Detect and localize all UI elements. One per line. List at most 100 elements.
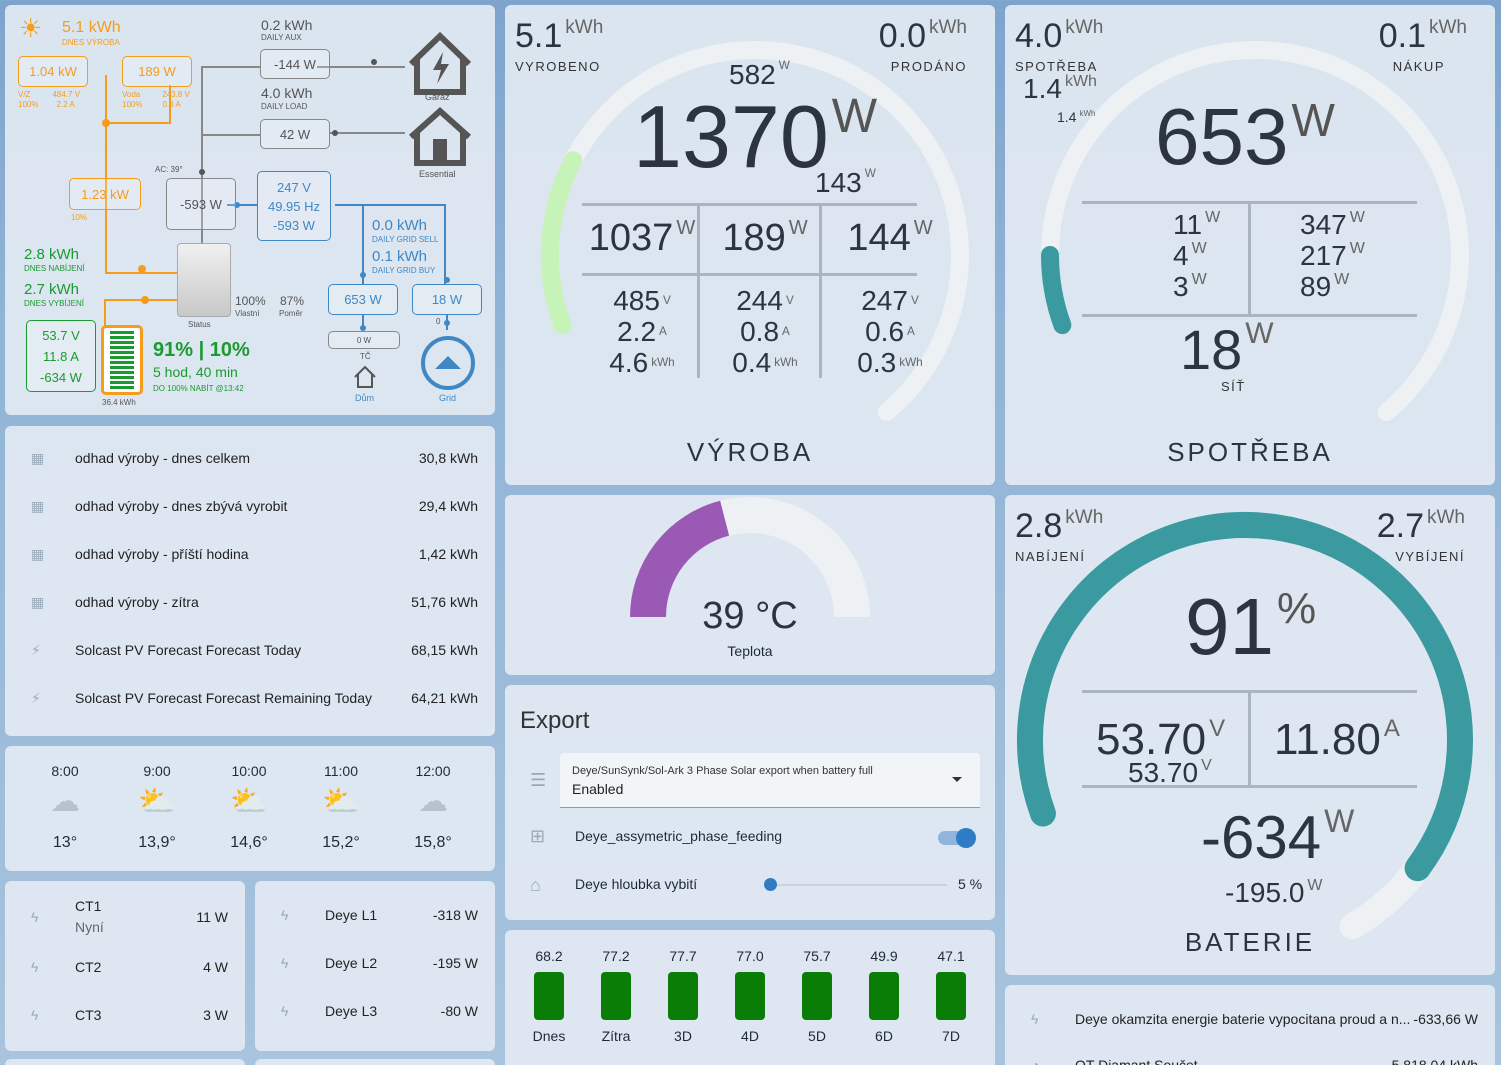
ct-card: ϟ CT1 Nyní 11 W ϟ CT2 4 W ϟ CT3 3 W [5, 881, 245, 1051]
pv1-pct: 100% [18, 100, 39, 109]
weather-time: 11:00 [324, 763, 358, 779]
battery-stats-box[interactable]: 53.7 V 11.8 A -634 W [26, 320, 96, 392]
ct1-value: 11 W [196, 909, 228, 925]
daily-forecast-bar[interactable] [802, 972, 832, 1020]
deye-row[interactable]: ϟ Deye L3 -80 W [255, 987, 495, 1035]
forecast-value: 51,76 kWh [411, 594, 478, 610]
spotreba-tertiary-unit: kWh [1079, 109, 1096, 118]
grid-info-box[interactable]: 247 V 49.95 Hz -593 W [257, 171, 331, 241]
pv2-box[interactable]: 189 W [122, 56, 192, 87]
spotreba-left-value: 4 [1173, 240, 1189, 271]
ct-row[interactable]: ϟ CT3 3 W [5, 991, 245, 1039]
discharge-label: DNES VYBÍJENÍ [24, 299, 85, 308]
status-label: Status [188, 320, 211, 329]
ac-temp: AC: 39° [155, 165, 183, 174]
deye-row[interactable]: ϟ Deye L2 -195 W [255, 939, 495, 987]
baterie-gauge-arc [1017, 512, 1473, 940]
daily-forecast-bar[interactable] [936, 972, 966, 1020]
vyroba-gauge-card[interactable]: 5.1 kWh VYROBENO 0.0 kWh PRODÁNO 582 W 1370… [505, 5, 995, 485]
forecast-row[interactable]: ▦ odhad výroby - dnes celkem 30,8 kWh [5, 434, 495, 482]
ct-row[interactable]: ϟ CT1 Nyní 11 W [5, 893, 245, 941]
vyroba-produced: 5.1 [515, 17, 563, 55]
heat-pump-box[interactable]: 0 W [328, 331, 400, 349]
flash-icon: ϟ [281, 955, 289, 971]
divider [1082, 690, 1417, 693]
flash-icon: ϟ [281, 907, 289, 923]
forecast-row[interactable]: ⚡ Solcast PV Forecast Forecast Today 68,15… [5, 626, 495, 674]
pv-total-pct: 10% [71, 213, 88, 222]
house-power-box[interactable]: 653 W [328, 284, 398, 315]
forecast-row[interactable]: ▦ odhad výroby - příští hodina 1,42 kWh [5, 530, 495, 578]
daily-label: 7D [942, 1028, 960, 1044]
export-select[interactable]: Deye/SunSynk/Sol-Ark 3 Phase Solar expor… [560, 753, 980, 808]
divider [697, 206, 700, 378]
inverter-power: -593 W [180, 196, 222, 212]
forecast-row[interactable]: ⚡ Solcast PV Forecast Forecast Remaining … [5, 674, 495, 722]
daily-forecast-bar[interactable] [601, 972, 631, 1020]
daily-forecast-bar[interactable] [534, 972, 564, 1020]
deye-row[interactable]: ϟ Deye L1 -318 W [255, 891, 495, 939]
load-label: DAILY LOAD [261, 102, 308, 111]
aux-power: -144 W [274, 56, 316, 72]
list-icon: ☰ [530, 770, 547, 790]
daily-value: 49.9 [870, 948, 898, 964]
vyroba-sold-label: PRODÁNO [890, 59, 967, 74]
aux-power-box[interactable]: -144 W [260, 49, 330, 79]
deye-l1-name: Deye L1 [325, 907, 378, 923]
ct3-name: CT3 [75, 1007, 102, 1023]
grid-label: Grid [439, 393, 457, 403]
battery-alert-icon: ⌂ [530, 875, 541, 895]
vyroba-phase-voltage: 244 [736, 285, 783, 316]
grid-sell-label: DAILY GRID SELL [372, 235, 439, 244]
phase-feeding-toggle[interactable] [938, 828, 976, 848]
pv1-voltage: 484.7 V [52, 90, 81, 99]
grid-sell-kwh: 0.0 kWh [372, 217, 428, 234]
baterie-gauge-card[interactable]: 2.8 kWh NABÍJENÍ 2.7 kWh VYBÍJENÍ 91% 53.7… [1005, 495, 1495, 975]
forecast-value: 30,8 kWh [418, 450, 478, 466]
calculator-icon: ▦ [31, 497, 45, 514]
daily-forecast-bar[interactable] [869, 972, 899, 1020]
list-item[interactable]: ϟ Deye okamzita energie baterie vypocitan… [1005, 995, 1495, 1043]
daily-forecast-bar[interactable] [668, 972, 698, 1020]
baterie-charged-unit: kWh [1065, 507, 1104, 528]
depth-of-discharge-label: Deye hloubka vybití [575, 876, 698, 892]
pv1-box[interactable]: 1.04 kW [18, 56, 88, 87]
vyroba-phase-energy: 0.3 [857, 347, 897, 378]
teplota-card[interactable]: 39 °C Teplota [505, 495, 995, 675]
export-select-value: Enabled [572, 781, 624, 797]
inverter-box[interactable]: -593 W [166, 178, 236, 230]
depth-of-discharge-slider[interactable] [764, 878, 947, 891]
baterie-discharged-label: VYBÍJENÍ [1395, 549, 1465, 564]
daily-forecast-bar[interactable] [735, 972, 765, 1020]
spotreba-right-value: 347 [1300, 209, 1347, 240]
baterie-power: -634 [1201, 804, 1322, 871]
forecast-row[interactable]: ▦ odhad výroby - dnes zbývá vyrobit 29,4 k… [5, 482, 495, 530]
pv-total-box[interactable]: 1.23 kW [69, 178, 141, 210]
export-select-label: Deye/SunSynk/Sol-Ark 3 Phase Solar expor… [572, 765, 873, 777]
ct1-sub: Nyní [75, 919, 104, 935]
ct-row[interactable]: ϟ CT2 4 W [5, 943, 245, 991]
unit-w: W [1205, 209, 1221, 226]
flash-icon: ϟ [31, 959, 39, 975]
gauge-value-arc [541, 151, 583, 335]
daily-value: 77.0 [736, 948, 764, 964]
inverter-icon[interactable] [177, 243, 231, 317]
load-power-box[interactable]: 42 W [260, 119, 330, 149]
list-item[interactable]: ◔ OT Diamant Součet 5 818,04 kWh [1005, 1041, 1495, 1065]
weather-temp: 13° [52, 834, 78, 851]
vyroba-title: VÝROBA [686, 437, 814, 467]
grid-icon[interactable] [421, 336, 475, 390]
grid-power-box[interactable]: 18 W [412, 284, 482, 315]
daily-value: 77.2 [602, 948, 630, 964]
baterie-charged: 2.8 [1015, 507, 1063, 545]
weather-card: 8:00 ☁ 13° 9:00 ⛅ 13,9° 10:00 ⛅ 14,6° 11:00 ⛅ 15,2°… [5, 746, 495, 871]
gauge-value-arc [1017, 512, 1473, 882]
forecast-value: 1,42 kWh [418, 546, 478, 562]
forecast-row[interactable]: ▦ odhad výroby - zítra 51,76 kWh [5, 578, 495, 626]
divider [1082, 314, 1417, 317]
house-power: 653 W [344, 292, 382, 307]
spotreba-gauge-card[interactable]: 4.0 kWh SPOTŘEBA 1.4 kWh 1.4 kWh 0.1 kWh NÁK… [1005, 5, 1495, 485]
vyroba-phase-current: 0.6 [865, 316, 905, 347]
ct3-value: 3 W [203, 1007, 228, 1023]
vyroba-phase-voltage: 247 [861, 285, 908, 316]
